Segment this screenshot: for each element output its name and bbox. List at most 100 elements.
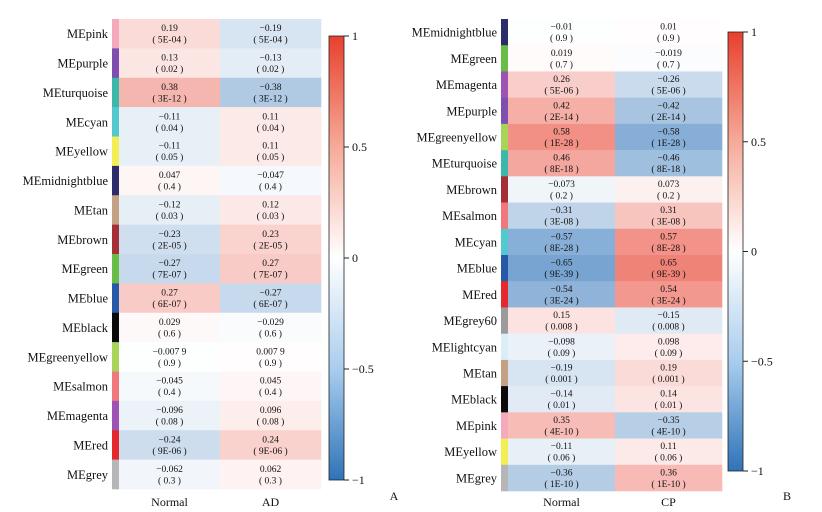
p-value: ( 0.04 ) [257,123,285,134]
correlation-value: 0.15 [553,311,570,321]
p-value: ( 9E-39 ) [544,269,578,280]
row-label: MEblue [457,262,498,276]
correlation-value: 0.57 [660,232,677,242]
module-color-swatch [501,71,508,98]
row-label: MEgrey [456,471,498,485]
p-value: ( 0.001 ) [545,374,577,385]
correlation-value: −0.007 9 [153,347,187,357]
heatmap-row-meblack: MEblack −0.14( 0.01 )0.14( 0.01 ) [451,386,723,413]
heatmap-cell [508,19,616,46]
p-value: ( 3E-24 ) [651,295,685,306]
heatmap-cell [508,464,616,492]
module-color-swatch [112,400,119,431]
p-value: ( 0.02 ) [156,64,184,75]
p-value: ( 8E-18 ) [651,164,685,175]
p-value: ( 2E-05 ) [152,240,186,251]
row-label: MEgrey [67,468,109,482]
p-value: ( 9E-39 ) [651,269,685,280]
heatmap-cell [508,71,616,98]
correlation-value: −0.029 [257,318,284,328]
p-value: ( 9E-06 ) [253,446,287,457]
p-value: ( 4E-10 ) [544,426,578,437]
p-value: ( 0.09 ) [655,348,683,359]
correlation-value: 0.11 [262,142,279,152]
correlation-value: 0.27 [262,259,279,269]
correlation-value: 0.11 [262,112,279,122]
heatmap-row-memagenta: MEmagenta −0.096( 0.08 )0.096( 0.08 ) [47,400,322,431]
p-value: ( 0.03 ) [156,211,184,222]
column-label-normal: Normal [543,495,580,509]
heatmap-cell [508,386,616,413]
correlation-value: −0.019 [655,49,682,59]
heatmap-row-mered: MEred −0.24( 9E-06 )0.24( 9E-06 ) [73,430,322,460]
correlation-value: 0.01 [660,23,677,33]
row-label: MEsalmon [442,209,498,223]
correlation-value: −0.15 [658,311,680,321]
row-label: MEblack [451,393,498,407]
p-value: ( 0.05 ) [156,152,184,163]
heatmap-cell [615,150,723,177]
heatmap-cell [508,255,616,282]
correlation-value: 0.019 [551,49,573,59]
colorbar-tick-label: −1 [751,464,764,478]
correlation-value: −0.096 [156,406,183,416]
p-value: ( 0.03 ) [257,211,285,222]
p-value: ( 0.09 ) [548,348,576,359]
module-color-swatch [112,342,119,372]
p-value: ( 3E-24 ) [544,295,578,306]
heatmap-cell [119,371,221,402]
heatmap-cell [615,464,723,492]
correlation-value: 0.13 [161,54,178,64]
heatmap-row-meblack: MEblack 0.029( 0.6 )−0.029( 0.6 ) [62,312,322,343]
colorbar-tick-label: 0.5 [352,140,367,154]
row-label: MEyellow [55,145,108,159]
correlation-value: 0.23 [262,230,279,240]
colorbar-tick-label: −1 [352,473,365,487]
column-label-ad: AD [262,495,280,509]
p-value: ( 0.2 ) [550,190,573,201]
correlation-value: −0.35 [658,416,680,426]
correlation-value: −0.54 [551,285,573,295]
row-label: MEpurple [57,57,108,71]
p-value: ( 0.9 ) [158,358,181,369]
p-value: ( 0.4 ) [158,182,181,193]
row-label: MEgreen [450,52,497,66]
module-color-swatch [112,136,119,167]
module-color-swatch [501,255,508,282]
heatmap-cell [508,307,616,334]
heatmap-cell [508,438,616,466]
heatmap-cell [119,224,221,255]
row-label: MEbrown [57,233,108,247]
correlation-value: −0.047 [257,171,284,181]
heatmap-cell [220,430,322,460]
heatmap-row-megrey: MEgrey −0.062( 0.3 )0.062( 0.3 ) [67,459,322,490]
heatmap-row-megreen: MEgreen −0.27( 7E-07 )0.27( 7E-07 ) [61,254,322,284]
heatmap-cell [615,176,723,203]
module-color-swatch [112,165,119,196]
p-value: ( 0.008 ) [545,322,577,333]
heatmap-cell [119,459,221,490]
heatmap-cell [508,150,616,177]
heatmap-cell [615,97,723,125]
row-label: MEpurple [446,104,497,118]
correlation-value: −0.11 [551,442,573,452]
heatmap-cell [119,400,221,431]
heatmap-cell [220,312,322,343]
correlation-value: 0.19 [660,364,677,374]
row-label: MElightcyan [432,340,498,354]
module-color-swatch [112,107,119,137]
p-value: ( 2E-05 ) [253,240,287,251]
module-color-swatch [501,307,508,334]
p-value: ( 0.9 ) [657,33,680,44]
heatmap-cell [508,202,616,230]
module-color-swatch [501,176,508,203]
heatmap-cell [119,48,221,79]
module-color-swatch [501,386,508,413]
heatmap-cell [508,359,616,387]
p-value: ( 1E-28 ) [651,138,685,149]
module-color-swatch [112,224,119,255]
heatmap-cell [615,19,723,46]
p-value: ( 0.08 ) [257,417,285,428]
module-color-swatch [501,464,508,492]
heatmap-cell [508,281,616,308]
